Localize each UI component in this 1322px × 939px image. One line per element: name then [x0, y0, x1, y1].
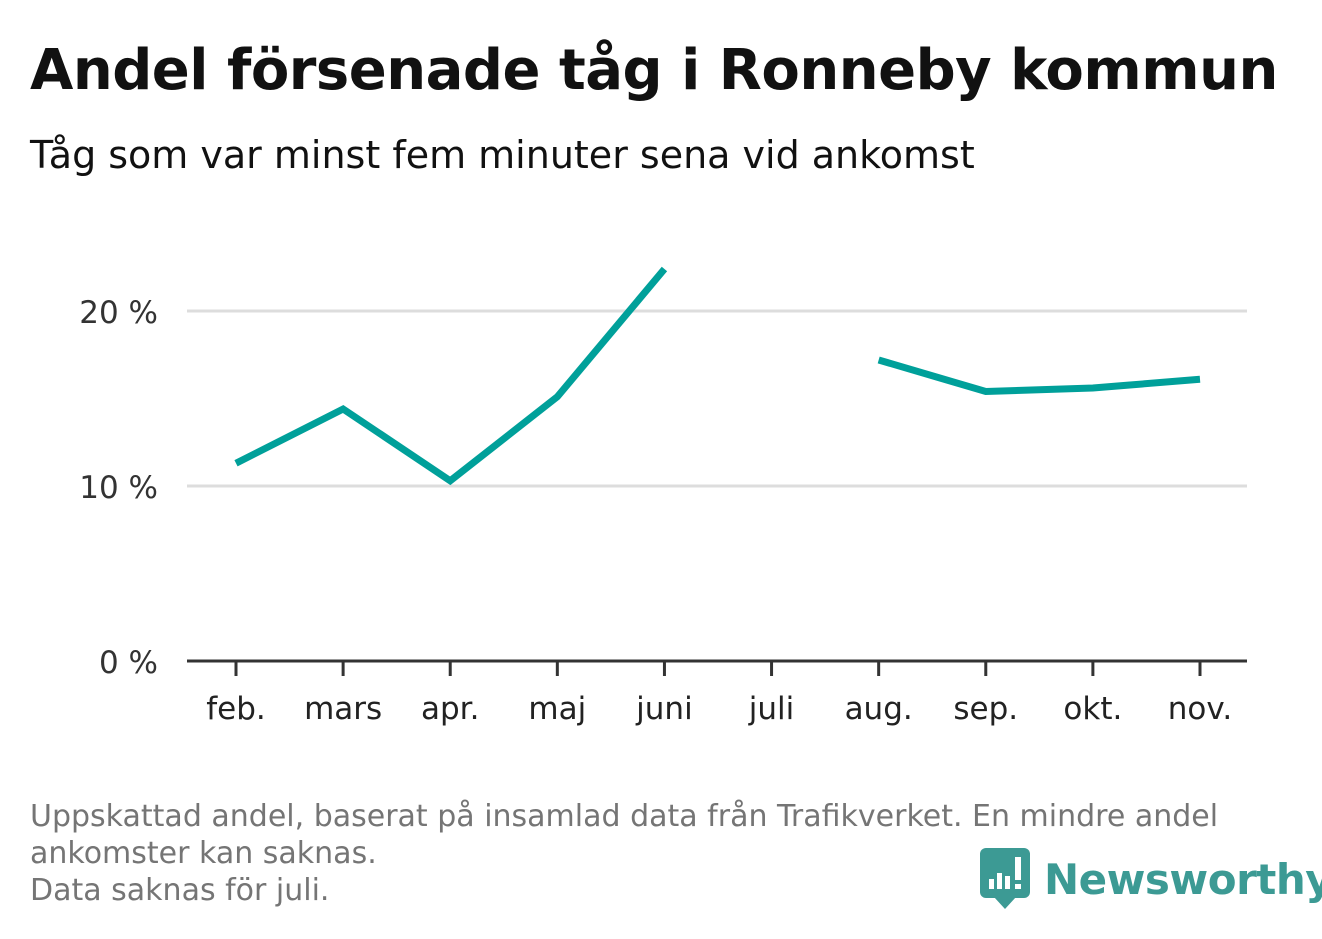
chart-subtitle: Tåg som var minst fem minuter sena vid a… [30, 133, 975, 177]
y-tick-label: 0 % [99, 645, 158, 681]
x-tick-label: maj [528, 691, 586, 727]
brand-logo: Newsworthy [980, 848, 1322, 910]
x-tick-label: apr. [421, 691, 479, 727]
x-tick-label: mars [304, 691, 382, 727]
y-tick-label: 10 % [79, 470, 158, 506]
x-tick-label: juni [635, 691, 693, 727]
series-line-segment [877, 356, 1201, 396]
footnote-line: Data saknas för juli. [30, 873, 330, 908]
series-line-segment [234, 266, 668, 486]
x-tick-label: aug. [845, 691, 913, 727]
x-tick-label: sep. [953, 691, 1018, 727]
footnote-line: ankomster kan saknas. [30, 836, 377, 871]
x-tick-label: okt. [1063, 691, 1122, 727]
x-tick-label: feb. [206, 691, 266, 727]
chart-title: Andel försenade tåg i Ronneby kommun [30, 38, 1278, 103]
brand-name: Newsworthy [1044, 854, 1322, 904]
x-tick-label: nov. [1168, 691, 1232, 727]
line-chart: 0 % 10 % 20 % feb. mars apr. maj juni juli aug. se… [79, 266, 1247, 727]
footnote: Uppskattad andel, baserat på insamlad da… [30, 798, 1218, 909]
footnote-line: Uppskattad andel, baserat på insamlad da… [30, 799, 1219, 834]
bar-chart-speech-bubble-icon [980, 848, 1030, 909]
y-tick-label: 20 % [79, 295, 158, 331]
x-tick-label: juli [748, 691, 795, 727]
